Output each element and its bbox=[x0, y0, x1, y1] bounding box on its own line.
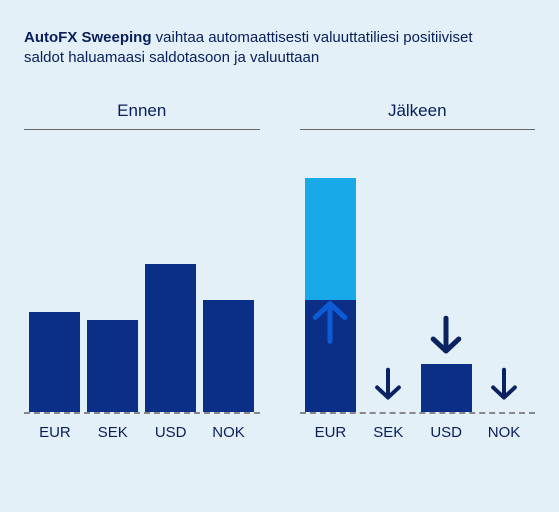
bar bbox=[421, 364, 472, 412]
bar bbox=[87, 320, 138, 412]
arrow-down-icon bbox=[426, 315, 466, 360]
category-label: NOK bbox=[203, 424, 254, 441]
bar bbox=[29, 312, 80, 412]
bar-segment bbox=[145, 264, 196, 412]
bar-segment bbox=[305, 300, 356, 412]
bar-slot bbox=[87, 154, 138, 412]
category-label: NOK bbox=[479, 424, 530, 441]
bar bbox=[203, 300, 254, 412]
category-label: EUR bbox=[29, 424, 80, 441]
bar-segment bbox=[421, 364, 472, 412]
bar-slot bbox=[203, 154, 254, 412]
bar-segment bbox=[305, 178, 356, 300]
bar-segment bbox=[87, 320, 138, 412]
panel-title-before: Ennen bbox=[24, 101, 260, 130]
panel-after: Jälkeen EUR SEK USD NOK bbox=[300, 101, 536, 441]
category-label: USD bbox=[421, 424, 472, 441]
chart-after bbox=[300, 154, 536, 414]
category-label: SEK bbox=[363, 424, 414, 441]
panels: Ennen EUR SEK USD NOK Jälkeen EUR SEK USD NOK bbox=[24, 101, 535, 441]
bar-segment bbox=[203, 300, 254, 412]
labels-after: EUR SEK USD NOK bbox=[300, 424, 536, 441]
category-label: EUR bbox=[305, 424, 356, 441]
bar-slot bbox=[29, 154, 80, 412]
chart-before bbox=[24, 154, 260, 414]
labels-before: EUR SEK USD NOK bbox=[24, 424, 260, 441]
arrow-down-icon bbox=[487, 367, 521, 406]
bar-slot bbox=[305, 154, 356, 412]
bar-slot bbox=[479, 154, 530, 412]
arrow-down-icon bbox=[371, 367, 405, 406]
panel-title-after: Jälkeen bbox=[300, 101, 536, 130]
bar-slot bbox=[421, 154, 472, 412]
heading: AutoFX Sweeping vaihtaa automaattisesti … bbox=[24, 28, 535, 69]
category-label: USD bbox=[145, 424, 196, 441]
bar-segment bbox=[29, 312, 80, 412]
bar-slot bbox=[363, 154, 414, 412]
bar bbox=[145, 264, 196, 412]
bar bbox=[305, 178, 356, 412]
category-label: SEK bbox=[87, 424, 138, 441]
bar-slot bbox=[145, 154, 196, 412]
panel-before: Ennen EUR SEK USD NOK bbox=[24, 101, 260, 441]
heading-bold: AutoFX Sweeping bbox=[24, 29, 152, 46]
